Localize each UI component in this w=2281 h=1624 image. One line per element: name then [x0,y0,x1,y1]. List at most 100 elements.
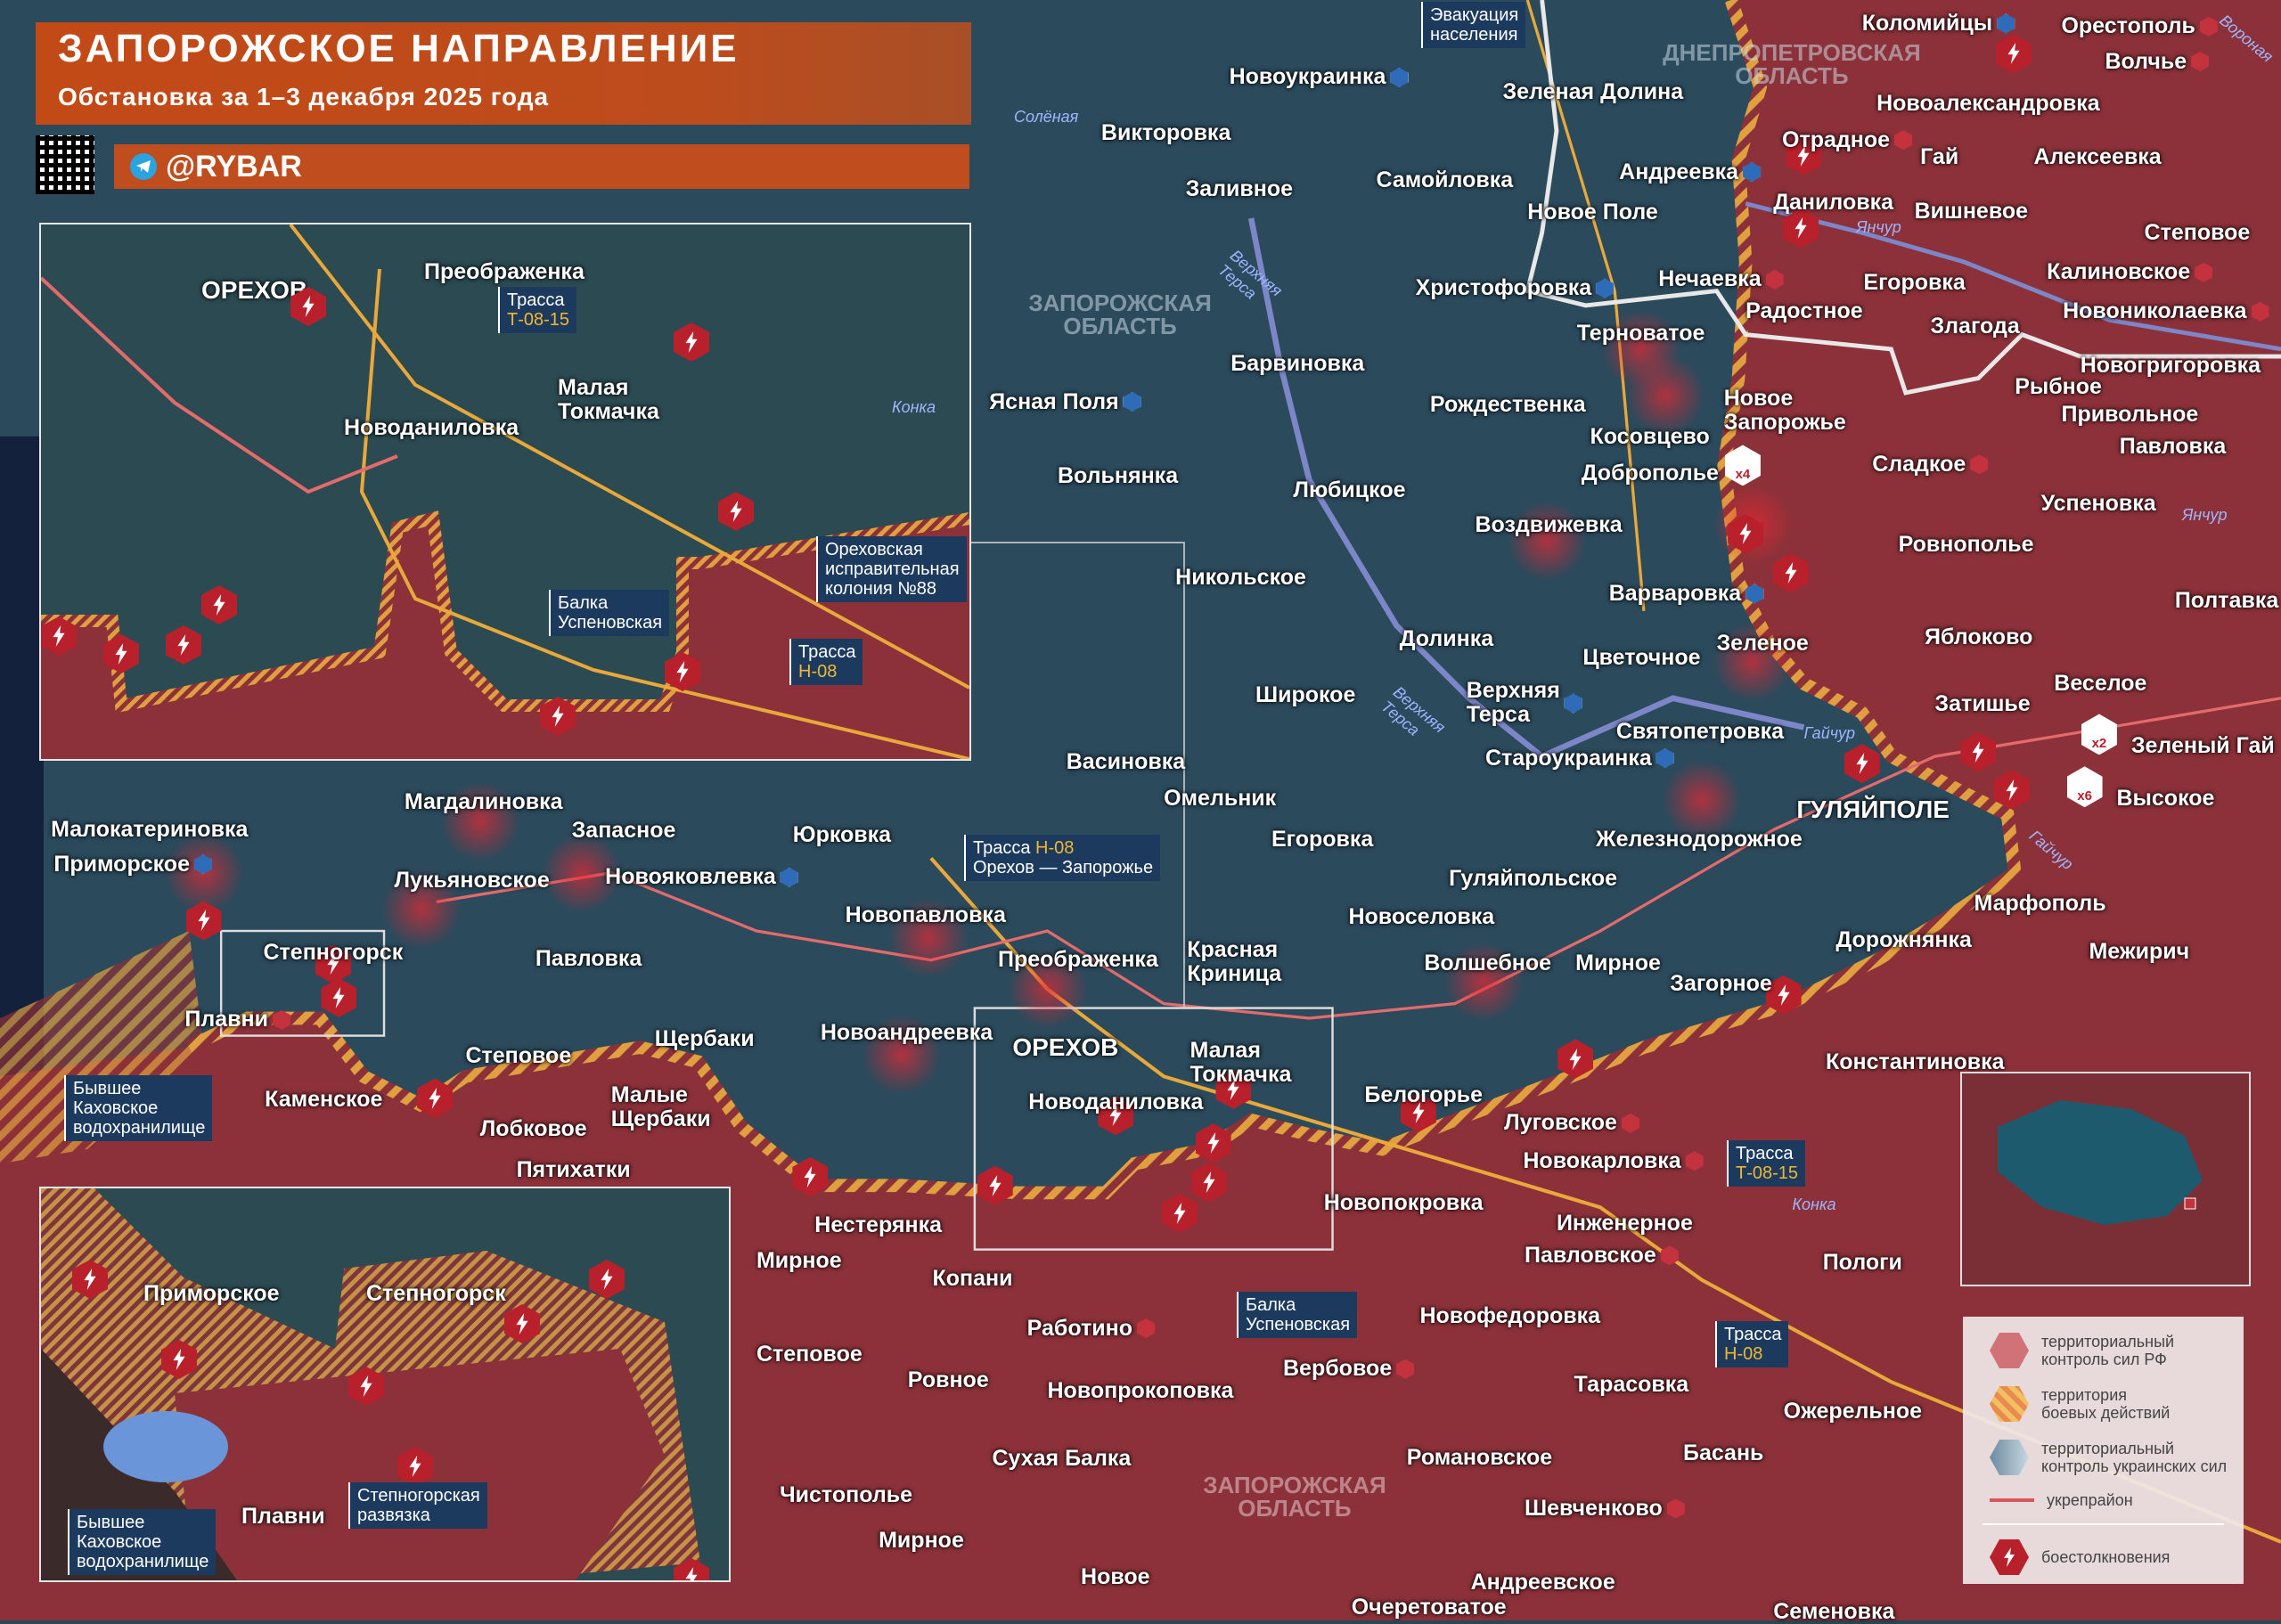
title-banner [36,22,971,125]
place-name: Сухая Балка [992,1446,1132,1472]
inset-stepnogorsk: Приморское Степногорск Плавни Степногорская… [39,1187,731,1582]
legend-item-fortification: укрепрайон [1990,1491,2133,1509]
place-label: Васиновка [1067,750,1185,774]
clash-glow [381,869,462,950]
road-h08 [929,857,2281,1544]
place-name: Егоровка [1271,826,1374,852]
place-name: Новоалександровка [1876,90,2100,116]
inset-road-callout: Трасса Т-08-15 [498,287,577,333]
place-label: Воздвижевка [1476,513,1623,537]
callout-text: Балка Успеновская [1246,1295,1351,1334]
place-name: Омельник [1164,786,1277,812]
ru-swatch-icon [1990,1333,2029,1368]
place-name: Вишневое [1914,198,2029,224]
place-label: Степовое [756,1342,863,1367]
place-label: Преображенка [998,948,1158,972]
place-name: Алексеевка [2033,144,2162,170]
place-label: Зеленый Гай [2131,734,2275,758]
place-label: Сладкое [1872,452,1989,477]
place-name: Белогорье [1364,1082,1484,1108]
evacuation-callout: Эвакуация населения [1421,2,1526,48]
qr-code[interactable] [36,135,94,194]
place-label: Гай [1920,145,1958,169]
place-label: Железнодорожное [1596,827,1803,852]
place-label: Мирное [1575,951,1661,975]
place-label: Каменское [265,1088,382,1112]
fortification-line-icon [1990,1498,2034,1502]
clash-icon [348,1367,384,1406]
ua-settlement-icon [1564,693,1582,714]
clash-glow [1443,942,1525,1023]
place-label: Новоалександровка [1876,90,2100,116]
place-label: Радостное [1745,299,1862,323]
place-label: Приморское [53,852,212,877]
place-label: Новопавловка [845,902,1006,927]
place-label: Широкое [1255,683,1355,707]
ua-settlement-icon [1997,13,2015,34]
place-label: Варваровка [1609,582,1764,606]
clash-glow [1662,759,1743,840]
channel-name[interactable]: @RYBAR [166,149,302,184]
place-label: Рождественка [1430,392,1586,417]
place-name: Староукраинка [1484,745,1652,771]
place-label: Новониколаевка [2063,299,2269,323]
oblast-border [1525,0,2281,396]
place-name: Калиновское [2047,259,2191,285]
place-name: Новопавловка [845,902,1006,927]
clash-icon [589,1260,625,1299]
place-label: Привольное [2061,403,2198,427]
place-name: Преображенка [998,947,1158,973]
clash-icon [977,1165,1013,1205]
place-label: Вербовое [1283,1357,1415,1381]
place-label: Павловка [536,946,642,971]
place-label: Вольнянка [1058,463,1178,488]
road-code: Н-08 [1724,1344,1763,1364]
place-label: Плавни [184,1008,290,1032]
telegram-icon [130,153,157,180]
place-label: Андреевка [1619,159,1762,184]
place-label: Веселое [2054,672,2146,696]
place-name: Андреевское [1470,1570,1615,1595]
inset-place-label: Степногорск [366,1281,506,1306]
place-name: Мирное [756,1248,842,1274]
clash-icon [290,287,326,326]
place-name: Новоселовка [1348,903,1495,929]
place-name: Волчье [2105,48,2187,74]
ru-settlement-icon [1660,1245,1679,1266]
place-label: Косовцево [1590,424,1709,449]
clash-icon [674,322,709,362]
clash-glow [1007,949,1088,1030]
legend-label: территориальный контроль сил РФ [2041,1333,2175,1368]
clash-icon [1098,1096,1134,1136]
place-name: Мирное [879,1527,964,1553]
place-name: Новокарловка [1523,1147,1681,1173]
place-name: Ровнополье [1898,531,2034,557]
place-label: Калиновское [2047,259,2213,285]
inset-frame-stepnogorsk [219,929,386,1037]
legend-label: боестолкновения [2041,1548,2171,1566]
place-label: Новоандреевка [821,1021,993,1045]
road-t0815 [1525,0,1646,611]
place-label: Ровнополье [1898,531,2034,557]
place-name: Малая Токмачка [1190,1037,1292,1087]
legend-label: укрепрайон [2047,1491,2133,1509]
place-label: Пятихатки [517,1157,631,1182]
place-name: Барвиновка [1230,351,1365,377]
place-label: Лобковое [480,1116,587,1141]
colony-callout: Ореховская исправительная колония №88 [816,536,967,602]
place-name: Юрковка [792,822,892,848]
road-label: Трасса [973,838,1031,858]
place-name: Константиновка [1825,1049,2005,1074]
place-name: Волшебное [1424,950,1552,975]
clash-icon [161,1340,197,1379]
place-label: Белогорье [1364,1083,1483,1107]
place-label: Доброполье [1582,461,1719,486]
place-label: Орестополь [2061,14,2218,38]
channel-banner[interactable]: @RYBAR [114,144,969,189]
place-name: Новояковлевка [605,864,776,890]
place-name: Радостное [1745,298,1863,324]
place-name: Андреевка [1619,159,1739,184]
inset-place-label: Новоданиловка [344,415,519,440]
place-label: Копани [933,1267,1013,1291]
inset-place-label: Конка [892,398,936,416]
